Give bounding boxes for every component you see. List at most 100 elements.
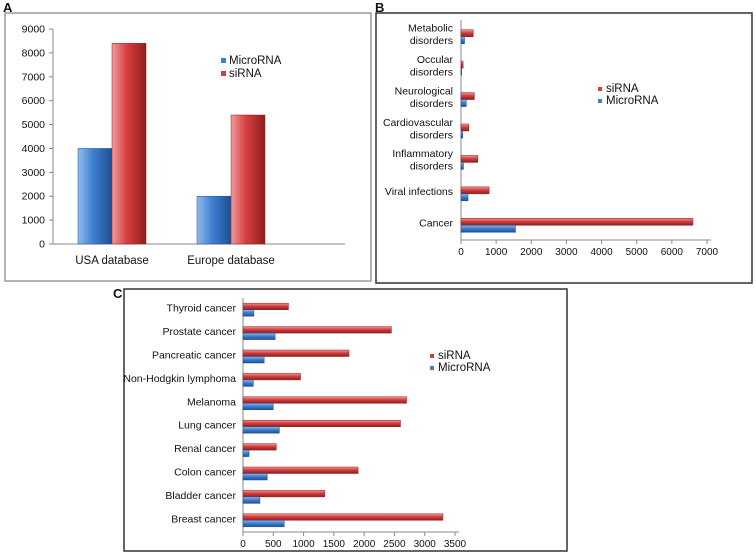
x-tick-label: 2500: [383, 539, 406, 550]
bar-sirna-non-hodgkin-lymphoma: [242, 373, 301, 381]
x-tick-label: 1500: [323, 539, 346, 550]
x-tick-label: 2000: [353, 539, 376, 550]
y-tick-label: 1000: [22, 215, 46, 227]
x-tick-label: 3000: [414, 539, 437, 550]
y-category-label: Occular: [417, 54, 454, 66]
y-category-label: Prostate cancer: [162, 326, 236, 338]
y-category-label: Breast cancer: [171, 513, 236, 525]
chart-c-xticks: 0 500 1000 1500 2000 2500 3000 3500: [240, 532, 467, 550]
legend-label-sirna: siRNA: [606, 83, 639, 95]
legend-label-sirna: siRNA: [438, 350, 471, 362]
panel-letter-b: B: [375, 0, 385, 15]
y-tick-label: 8000: [22, 47, 46, 59]
legend-swatch-sirna: [430, 354, 434, 358]
bar-microrna-prostate-cancer: [242, 332, 276, 340]
panel-letter-c: C: [113, 286, 123, 301]
y-tick-label: 3000: [22, 167, 46, 179]
bar-sirna-colon-cancer: [242, 466, 359, 474]
bar-sirna-bladder-cancer: [242, 490, 326, 498]
bar-microrna-bladder-cancer: [242, 496, 261, 504]
bar-microrna-melanoma: [242, 403, 274, 411]
y-category-label: Cardiovascular: [383, 117, 454, 129]
bar-microrna-cardiovascular-disorders: [460, 130, 464, 139]
bar-microrna-inflammatory-disorders: [460, 162, 464, 170]
chart-c-bars: [242, 302, 444, 528]
bar-sirna-thyroid-cancer: [242, 302, 289, 310]
legend-swatch-sirna: [598, 87, 602, 91]
y-category-label: Bladder cancer: [165, 490, 236, 502]
y-category-label: Thyroid cancer: [167, 303, 237, 315]
bar-sirna-viral-infections: [460, 186, 490, 195]
y-category-label: Pancreatic cancer: [152, 350, 237, 362]
y-tick-label: 7000: [22, 71, 46, 83]
bar-microrna-breast-cancer: [242, 520, 285, 528]
x-tick-label: 5000: [626, 247, 649, 258]
chart-b-bars: [460, 29, 694, 233]
x-tick-label: 3000: [555, 247, 578, 258]
chart-a-bars: [77, 43, 266, 245]
y-tick-label: 6000: [22, 95, 46, 107]
chart-c-ylabels: Thyroid cancer Prostate cancer Pancreatic …: [123, 303, 236, 526]
bar-microrna-pancreatic-cancer: [242, 356, 265, 364]
x-tick-label: 3500: [444, 539, 467, 550]
x-tick-label: 2000: [520, 247, 543, 258]
y-category-label: disorders: [410, 129, 453, 141]
bar-sirna-renal-cancer: [242, 443, 277, 451]
y-category-label: disorders: [410, 98, 453, 110]
y-tick-label: 2000: [22, 191, 46, 203]
bar-sirna-usa-database: [111, 43, 147, 245]
y-category-label: disorders: [410, 35, 453, 47]
x-tick-label: 0: [458, 247, 464, 258]
y-tick-label: 9000: [22, 24, 46, 36]
bar-sirna-metabolic-disorders: [460, 29, 474, 37]
y-category-label: Lung cancer: [178, 420, 236, 432]
x-tick-label: 500: [265, 539, 282, 550]
y-category-label: Colon cancer: [174, 467, 236, 479]
x-tick-label: 7000: [696, 247, 719, 258]
y-tick-label: 5000: [22, 119, 46, 131]
bar-microrna-non-hodgkin-lymphoma: [242, 379, 254, 387]
bar-sirna-neurological-disorders: [460, 92, 475, 100]
legend-swatch-microrna: [221, 58, 226, 63]
chart-b-xticks: 0 1000 2000 3000 4000 5000 6000 7000: [458, 240, 719, 258]
y-tick-label: 0: [39, 239, 45, 251]
bar-sirna-breast-cancer: [242, 513, 444, 521]
bar-microrna-viral-infections: [460, 193, 469, 202]
chart-a-xlabels: USA database Europe database: [75, 255, 275, 267]
bar-sirna-inflammatory-disorders: [460, 155, 479, 163]
legend-label-microrna: MicroRNA: [438, 362, 491, 374]
x-tick-label: 1000: [292, 539, 315, 550]
x-category-label: Europe database: [187, 255, 275, 267]
legend-label-sirna: siRNA: [229, 68, 262, 80]
bar-microrna-cancer: [460, 225, 516, 233]
x-tick-label: 1000: [485, 247, 508, 258]
bar-microrna-thyroid-cancer: [242, 309, 255, 317]
bar-microrna-metabolic-disorders: [460, 36, 465, 44]
y-category-label: Melanoma: [187, 396, 236, 408]
y-category-label: Non-Hodgkin lymphoma: [123, 373, 236, 385]
x-tick-label: 0: [240, 539, 246, 550]
bar-sirna-lung-cancer: [242, 419, 401, 427]
bar-microrna-lung-cancer: [242, 426, 280, 434]
bar-sirna-europe-database: [230, 114, 266, 245]
chart-b-frame: [375, 12, 753, 284]
y-category-label: Viral infections: [385, 186, 453, 198]
panel-letter-a: A: [3, 0, 13, 15]
y-category-label: disorders: [410, 161, 453, 173]
y-tick-label: 4000: [22, 143, 46, 155]
bar-sirna-cardiovascular-disorders: [460, 123, 469, 132]
x-tick-label: 6000: [661, 247, 684, 258]
bar-microrna-renal-cancer: [242, 449, 250, 457]
y-category-label: Renal cancer: [174, 443, 236, 455]
legend-swatch-microrna: [430, 366, 434, 370]
legend-swatch-sirna: [221, 71, 226, 76]
y-category-label: Cancer: [419, 217, 453, 229]
bar-sirna-pancreatic-cancer: [242, 349, 350, 357]
legend-label-microrna: MicroRNA: [229, 55, 282, 67]
bar-sirna-prostate-cancer: [242, 326, 392, 334]
bar-microrna-occular-disorders: [460, 67, 462, 76]
